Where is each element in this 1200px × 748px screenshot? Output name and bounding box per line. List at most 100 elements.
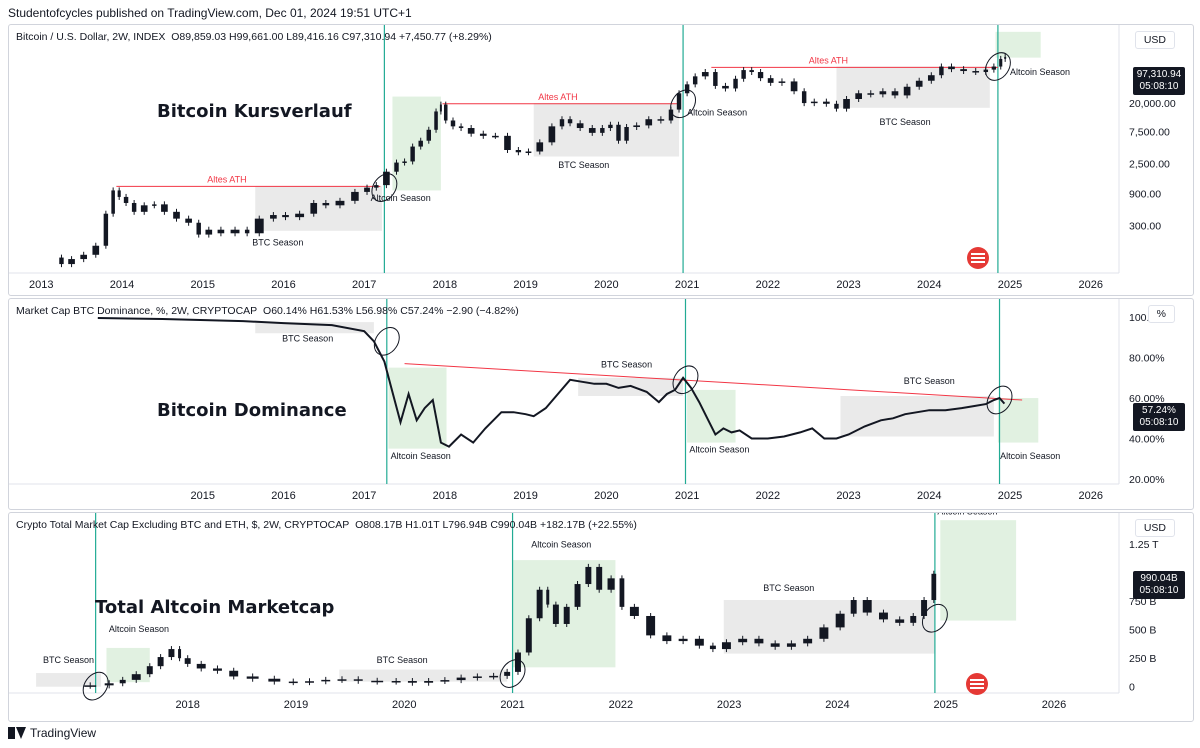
- candle-body: [310, 202, 318, 214]
- candle-body: [757, 72, 764, 79]
- legend-symbol: Crypto Total Market Cap Excluding BTC an…: [16, 519, 350, 531]
- us-flag-icon[interactable]: [967, 247, 989, 269]
- last-price-tag: 97,310.94 05:08:10: [1133, 67, 1185, 95]
- legend-high: H99,661.00: [229, 31, 284, 43]
- time-axis-tick: 2022: [756, 490, 780, 502]
- candle-body: [738, 638, 748, 643]
- time-axis-tick: 2023: [717, 699, 741, 711]
- candle-body: [103, 213, 109, 246]
- time-axis-tick: 2017: [352, 279, 376, 291]
- btc-season-label: BTC Season: [377, 655, 428, 665]
- candle-body: [867, 93, 875, 95]
- btc-dominance-pane[interactable]: BTC Season Altcoin Season BTC Season Altcoi…: [8, 298, 1194, 510]
- candle-body: [786, 643, 796, 647]
- legend-change: +7,450.77 (+8.29%): [398, 31, 492, 43]
- highlight-circle: [986, 385, 1013, 415]
- candle-body: [254, 218, 264, 234]
- candle-body: [678, 638, 688, 642]
- altcoin-marketcap-pane[interactable]: BTC Season Altcoin Season BTC Season Altcoi…: [8, 512, 1194, 722]
- btc-season-zone: [255, 186, 382, 231]
- price-axis-tick: 900.00: [1129, 188, 1161, 200]
- candle-body: [722, 85, 729, 89]
- candle-body: [196, 663, 206, 669]
- dominance-trendline: [404, 363, 1023, 401]
- candle-body: [879, 91, 887, 95]
- altcoin-season-label: Altcoin Season: [687, 108, 747, 118]
- currency-unit-button[interactable]: USD: [1134, 31, 1175, 49]
- btc-season-label: BTC Season: [252, 238, 303, 248]
- candle-body: [910, 615, 917, 623]
- footer: TradingView: [8, 724, 96, 742]
- time-axis-tick: 2022: [756, 279, 780, 291]
- highlight-circle: [672, 365, 699, 395]
- price-axis-tick: 0: [1129, 682, 1135, 694]
- time-axis-tick: 2014: [110, 279, 134, 291]
- percent-unit-button[interactable]: %: [1147, 305, 1175, 323]
- bar-countdown: 05:08:10: [1139, 585, 1179, 596]
- candle-body: [270, 215, 277, 219]
- candle-body: [646, 615, 656, 636]
- time-axis-tick: 2023: [836, 279, 860, 291]
- candle-body: [418, 140, 423, 147]
- candle-body: [895, 619, 905, 623]
- candle-body: [119, 679, 126, 684]
- candle-body: [322, 202, 330, 206]
- candle-body: [903, 86, 911, 96]
- time-axis-tick: 2024: [917, 490, 941, 502]
- candle-body: [157, 657, 164, 667]
- old-ath-label: Altes ATH: [809, 55, 848, 65]
- altcoin-season-zone: [392, 96, 441, 191]
- highlight-circle: [82, 671, 109, 701]
- candle-body: [246, 676, 259, 679]
- btc-season-label: BTC Season: [763, 583, 814, 593]
- candle-body: [692, 76, 698, 85]
- legend-close: C97,310.94: [341, 31, 397, 43]
- candle-body: [536, 589, 543, 619]
- legend-open: O808.17B: [355, 519, 403, 531]
- highlight-circle: [371, 173, 398, 202]
- currency-unit-button[interactable]: USD: [1134, 519, 1175, 537]
- time-axis-tick: 2013: [29, 279, 53, 291]
- candle-body: [778, 81, 786, 83]
- candle-body: [229, 670, 239, 677]
- candle-body: [733, 78, 738, 89]
- candle-body: [548, 126, 556, 143]
- candle-body: [608, 124, 613, 129]
- btc-season-label: BTC Season: [282, 333, 333, 343]
- old-ath-label: Altes ATH: [538, 92, 577, 102]
- tradingview-logo-icon[interactable]: [8, 727, 26, 739]
- candle-body: [834, 103, 839, 109]
- us-flag-icon[interactable]: [966, 673, 988, 695]
- candle-body: [443, 104, 448, 121]
- legend-open: O60.14%: [263, 305, 307, 317]
- candle-body: [479, 133, 487, 136]
- altcoin-season-zone: [997, 398, 1039, 443]
- bitcoin-price-chart[interactable]: Altes ATH Altes ATH Altes ATH BTC Season BTC…: [9, 25, 1193, 295]
- candle-body: [178, 649, 182, 659]
- candle-body: [563, 606, 570, 624]
- candle-body: [489, 675, 499, 678]
- tradingview-brand[interactable]: TradingView: [30, 726, 97, 740]
- candle-body: [701, 72, 709, 77]
- candle-body: [588, 128, 596, 133]
- candle-body: [525, 618, 532, 653]
- time-axis-tick: 2026: [1042, 699, 1066, 711]
- candle-body: [835, 613, 845, 628]
- candle-body: [185, 218, 192, 223]
- bitcoin-price-pane[interactable]: Altes ATH Altes ATH Altes ATH BTC Season BTC…: [8, 24, 1194, 296]
- candle-body: [850, 600, 857, 614]
- candle-body: [878, 612, 888, 620]
- candle-body: [492, 135, 499, 138]
- last-marketcap-tag: 990.04B 05:08:10: [1133, 571, 1185, 599]
- candle-body: [92, 245, 100, 255]
- candle-body: [810, 101, 818, 104]
- candle-body: [434, 111, 438, 130]
- price-axis-tick: 40.00%: [1129, 434, 1165, 446]
- candle-body: [600, 128, 605, 133]
- candle-body: [439, 104, 442, 112]
- candle-body: [205, 229, 213, 235]
- btc-dominance-chart[interactable]: BTC Season Altcoin Season BTC Season Altcoi…: [9, 299, 1193, 509]
- altcoin-marketcap-chart[interactable]: BTC Season Altcoin Season BTC Season Altcoi…: [9, 513, 1193, 721]
- candle-body: [891, 91, 899, 96]
- candle-body: [843, 98, 850, 109]
